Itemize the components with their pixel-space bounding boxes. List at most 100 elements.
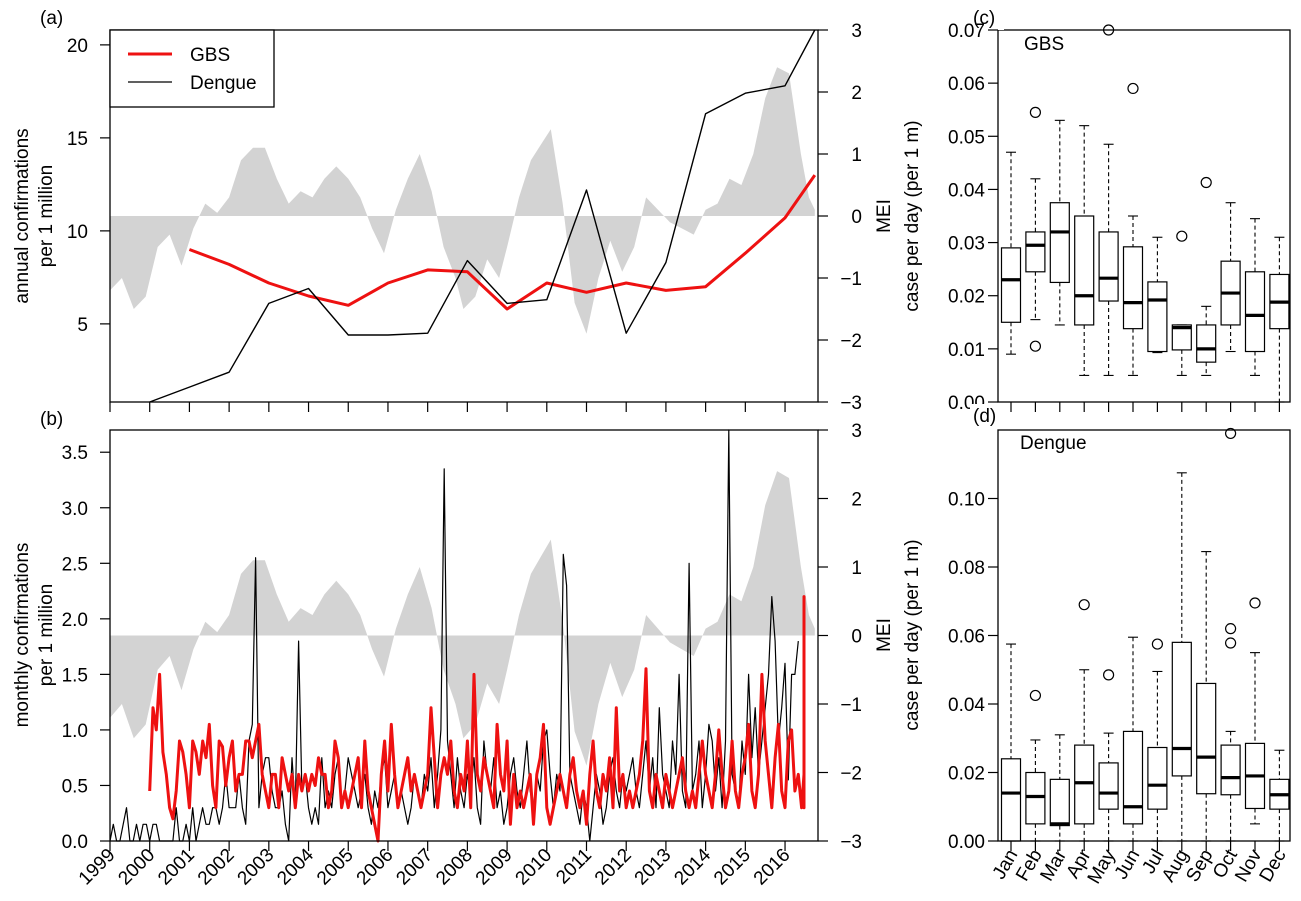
box-outlier: [1176, 230, 1188, 242]
y-tick-label-a-right: 2: [851, 83, 862, 104]
box-body: [1025, 231, 1046, 273]
y-tick-label-box: 0.04: [948, 695, 985, 716]
y-tick-label-a-left: 10: [67, 222, 88, 243]
y-tick-label-b-left: 1.0: [62, 721, 88, 742]
panel-c-y-axis: 0.000.010.020.030.040.050.060.07: [948, 21, 998, 414]
panel-a-ylabel-line1: annual confirmations: [12, 128, 33, 303]
box-outlier: [1127, 82, 1139, 95]
x-tick-label-b: 2014: [670, 844, 715, 889]
panel-b-x-axis: 1999200020012002200320042005200620072008…: [75, 841, 795, 889]
y-tick-label-b-left: 2.5: [62, 554, 88, 575]
panel-a-ylabel-right: MEI: [874, 199, 895, 233]
y-tick-label-a-right: −2: [840, 331, 862, 352]
x-tick-label-b: 2001: [154, 845, 199, 890]
box-body: [1098, 762, 1119, 810]
legend-dengue-label: Dengue: [190, 73, 257, 94]
panel-b-right-axis: 3 2 1 0 −1 −2 −3: [818, 421, 862, 853]
y-tick-label-box: 0.02: [948, 764, 985, 785]
panel-b-left-axis: 0.0 0.5 1.0 1.5 2.0 2.5 3.0 3.5: [62, 443, 110, 853]
box-body: [1244, 271, 1266, 353]
x-tick-label-b: 2008: [432, 845, 477, 890]
y-tick-label-box: 0.06: [948, 74, 985, 95]
y-tick-label-a-right: 3: [851, 21, 862, 42]
box-body: [1000, 247, 1022, 323]
y-tick-label-box: 0.06: [948, 627, 985, 648]
panel-d-title: Dengue: [1020, 433, 1087, 454]
y-tick-label-a-right: −1: [840, 269, 862, 290]
x-tick-label-b: 2006: [353, 845, 398, 890]
y-tick-label-box: 0.07: [948, 21, 985, 42]
box-outlier: [1078, 599, 1090, 611]
box-body: [1098, 231, 1119, 302]
x-tick-label-b: 2004: [273, 844, 318, 889]
x-tick-label-b: 2010: [512, 845, 557, 890]
box-body: [1000, 758, 1022, 842]
legend: GBS Dengue: [109, 29, 275, 108]
panel-d-label-bg: [970, 404, 1004, 428]
panel-b-label: (b): [40, 409, 63, 430]
y-tick-label-a-left: 15: [67, 129, 88, 150]
panel-c-x-ticks: [1010, 402, 1281, 412]
y-tick-label-box: 0.08: [948, 558, 985, 579]
box-body: [1049, 778, 1070, 827]
box-body: [1025, 771, 1046, 825]
y-tick-label-b-left: 3.5: [62, 443, 88, 464]
box-body: [1122, 246, 1144, 330]
series-line-a-dengue: [149, 29, 816, 403]
y-tick-label-a-left: 20: [67, 36, 88, 57]
y-tick-label-b-left: 0.5: [62, 776, 88, 797]
series-line-a-gbs: [188, 174, 817, 311]
box-body: [1171, 324, 1192, 351]
y-tick-label-a-right: 0: [851, 207, 862, 228]
mei-area-a: [110, 67, 815, 334]
y-tick-label-a-right: −3: [840, 393, 862, 414]
y-tick-label-box: 0.00: [948, 832, 985, 853]
panel-a-right-axis: 3 2 1 0 −1 −2 −3: [818, 21, 862, 414]
y-tick-label-b-left: 2.0: [62, 610, 88, 631]
panel-d-boxes: [1000, 427, 1290, 842]
panel-a-series: [149, 29, 817, 403]
panel-b-ylabel-line1: monthly confirmations: [12, 543, 33, 728]
y-tick-label-box: 0.02: [948, 287, 985, 308]
panel-c-boxes: [1000, 24, 1290, 403]
panel-c-label-bg: [970, 6, 1004, 30]
y-tick-label-b-right: −2: [840, 764, 862, 785]
panel-c: (c) GBS 0.000.010.020.030.040.050.060.07…: [902, 6, 1291, 414]
box-outlier: [1102, 669, 1115, 681]
x-tick-label-b: 2013: [631, 845, 676, 890]
box-outlier: [1029, 689, 1042, 702]
box-body: [1147, 746, 1168, 810]
panel-c-title: GBS: [1024, 34, 1064, 55]
box-body: [1074, 215, 1095, 326]
y-tick-label-box: 0.05: [948, 127, 985, 148]
panel-b-ylabel-line2: per 1 million: [36, 584, 57, 686]
box-outlier: [1151, 638, 1164, 650]
panel-d: (d) Dengue 0.00 0.02 0.04 0.06 0.08 0.10 JanF…: [902, 404, 1291, 888]
box-outlier: [1249, 597, 1261, 609]
y-tick-label-box: 0.01: [948, 340, 985, 361]
y-tick-label-b-right: 0: [851, 627, 862, 648]
box-body: [1074, 744, 1095, 825]
x-tick-label-month: Dec: [1256, 846, 1291, 886]
x-tick-label-b: 2003: [234, 845, 279, 890]
box-body: [1196, 324, 1217, 363]
y-tick-label-b-left: 1.5: [62, 665, 88, 686]
y-tick-label-b-right: 2: [851, 490, 862, 511]
x-tick-label-b: 2002: [194, 845, 239, 890]
box-outlier: [1029, 340, 1042, 352]
panel-b-mei-area: [110, 471, 815, 766]
box-outlier: [1224, 427, 1237, 440]
panel-a-left-axis: 5 10 15 20: [67, 36, 110, 336]
panel-b-series: [109, 429, 806, 843]
x-tick-label-b: 2011: [552, 845, 596, 889]
box-body: [1049, 202, 1070, 284]
y-tick-label-a-left: 5: [77, 315, 88, 336]
box-outlier: [1224, 623, 1237, 635]
y-tick-label-b-left: 0.0: [62, 832, 88, 853]
y-tick-label-b-right: −3: [840, 832, 862, 853]
panel-c-label: (c): [973, 8, 995, 29]
y-tick-label-b-right: −1: [840, 695, 862, 716]
y-tick-label-box: 0.03: [948, 234, 985, 255]
